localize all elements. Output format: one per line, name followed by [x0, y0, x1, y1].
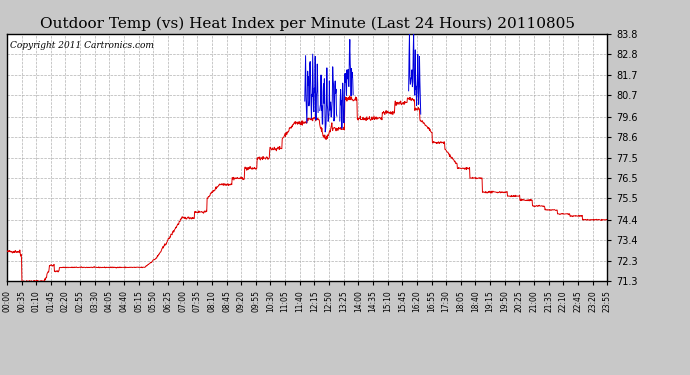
Title: Outdoor Temp (vs) Heat Index per Minute (Last 24 Hours) 20110805: Outdoor Temp (vs) Heat Index per Minute … [39, 17, 575, 31]
Text: Copyright 2011 Cartronics.com: Copyright 2011 Cartronics.com [10, 41, 154, 50]
